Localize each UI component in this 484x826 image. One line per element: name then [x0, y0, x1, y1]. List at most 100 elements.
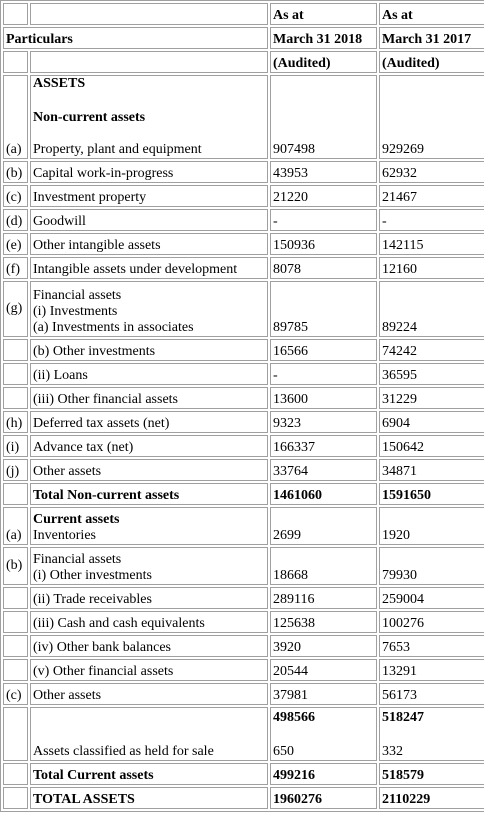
value-2018: 20544	[270, 659, 377, 681]
value-2018: 43953	[270, 161, 377, 183]
col-2018-audited: (Audited)	[270, 51, 377, 73]
value-2018: 125638	[270, 611, 377, 633]
table-row: (ii) Trade receivables 289116 259004	[3, 587, 484, 609]
col-2017-audited: (Audited)	[379, 51, 484, 73]
table-row: (f) Intangible assets under development …	[3, 257, 484, 279]
row-label: Current assets Inventories	[30, 507, 268, 545]
value-2018: 289116	[270, 587, 377, 609]
row-index: (b)	[3, 547, 28, 585]
value-2018: 3920	[270, 635, 377, 657]
total-current-label: Total Current assets	[30, 763, 268, 785]
row-label: Investment property	[30, 185, 268, 207]
value-2018: 2699	[270, 507, 377, 545]
value-2018: -	[270, 363, 377, 385]
row-label-line: Financial assets	[33, 288, 122, 303]
row-index: (f)	[3, 257, 28, 279]
row-label-line: Financial assets	[33, 552, 122, 567]
value-2017: 56173	[379, 683, 484, 705]
table-row: (c) Other assets 37981 56173	[3, 683, 484, 705]
row-label: (iv) Other bank balances	[30, 635, 268, 657]
row-index	[3, 587, 28, 609]
row-label: Other assets	[30, 459, 268, 481]
row-label: Goodwill	[30, 209, 268, 231]
noncurrent-heading: Non-current assets	[33, 110, 146, 125]
cell-empty	[3, 483, 28, 505]
row-label: ASSETS Non-current assets Property, plan…	[30, 75, 268, 159]
total-current-2018: 499216	[270, 763, 377, 785]
table-row: (iii) Other financial assets 13600 31229	[3, 387, 484, 409]
value-2018: 33764	[270, 459, 377, 481]
value-2017: 7653	[379, 635, 484, 657]
table-row: (iii) Cash and cash equivalents 125638 1…	[3, 611, 484, 633]
row-index	[3, 387, 28, 409]
table-row: (a) Current assets Inventories 2699 1920	[3, 507, 484, 545]
cell-empty	[3, 51, 28, 73]
cell-empty	[3, 3, 28, 25]
row-label: Capital work-in-progress	[30, 161, 268, 183]
value-2017: 12160	[379, 257, 484, 279]
row-label: Financial assets (i) Investments (a) Inv…	[30, 281, 268, 337]
row-label-line: (a) Investments in associates	[33, 320, 194, 335]
row-label-line: (i) Other investments	[33, 568, 152, 583]
row-label: (ii) Trade receivables	[30, 587, 268, 609]
row-index: (g)	[3, 281, 28, 337]
value-2017: 89224	[379, 281, 484, 337]
col-2017-date: March 31 2017	[379, 27, 484, 49]
table-row: (a) ASSETS Non-current assets Property, …	[3, 75, 484, 159]
row-index: (c)	[3, 683, 28, 705]
value-2018: 13600	[270, 387, 377, 409]
total-noncurrent-row: Total Non-current assets 1461060 1591650	[3, 483, 484, 505]
value-2017: 6904	[379, 411, 484, 433]
value-2018: 21220	[270, 185, 377, 207]
table-row: (h) Deferred tax assets (net) 9323 6904	[3, 411, 484, 433]
value-2018: 498566 650	[270, 707, 377, 761]
table-row: (d) Goodwill - -	[3, 209, 484, 231]
value-2017: 929269	[379, 75, 484, 159]
header-row-1: As at As at	[3, 3, 484, 25]
value-2017: 62932	[379, 161, 484, 183]
col-2018-date: March 31 2018	[270, 27, 377, 49]
value-2017: 36595	[379, 363, 484, 385]
value-2017: 74242	[379, 339, 484, 361]
value-2018: -	[270, 209, 377, 231]
row-index: (c)	[3, 185, 28, 207]
value-2017: 259004	[379, 587, 484, 609]
table-row: (g) Financial assets (i) Investments (a)…	[3, 281, 484, 337]
table-row: (e) Other intangible assets 150936 14211…	[3, 233, 484, 255]
row-label-text: Inventories	[33, 528, 96, 543]
total-noncurrent-2017: 1591650	[379, 483, 484, 505]
row-label: (iii) Other financial assets	[30, 387, 268, 409]
total-assets-label: TOTAL ASSETS	[30, 787, 268, 809]
total-assets-2017: 2110229	[379, 787, 484, 809]
value-2018: 150936	[270, 233, 377, 255]
col-2017-as-at: As at	[379, 3, 484, 25]
assets-heading: ASSETS	[33, 76, 86, 91]
row-label: Deferred tax assets (net)	[30, 411, 268, 433]
value-2017: 518247 332	[379, 707, 484, 761]
table-row: (iv) Other bank balances 3920 7653	[3, 635, 484, 657]
row-label: (v) Other financial assets	[30, 659, 268, 681]
row-label: Other intangible assets	[30, 233, 268, 255]
total-current-row: Total Current assets 499216 518579	[3, 763, 484, 785]
total-assets-row: TOTAL ASSETS 1960276 2110229	[3, 787, 484, 809]
row-index: (d)	[3, 209, 28, 231]
row-index: (a)	[3, 75, 28, 159]
value-2018: 166337	[270, 435, 377, 457]
cell-empty	[3, 763, 28, 785]
row-label: Advance tax (net)	[30, 435, 268, 457]
value-2017: 31229	[379, 387, 484, 409]
header-row-3: (Audited) (Audited)	[3, 51, 484, 73]
value-2018: 37981	[270, 683, 377, 705]
subtotal-2017: 518247	[382, 710, 424, 725]
value-2017: 142115	[379, 233, 484, 255]
value-2017: 34871	[379, 459, 484, 481]
row-label: Intangible assets under development	[30, 257, 268, 279]
row-index: (h)	[3, 411, 28, 433]
row-label-line: (i) Investments	[33, 304, 118, 319]
row-index: (j)	[3, 459, 28, 481]
table-row: (b) Other investments 16566 74242	[3, 339, 484, 361]
row-index: (e)	[3, 233, 28, 255]
row-index	[3, 339, 28, 361]
cell-empty	[30, 51, 268, 73]
